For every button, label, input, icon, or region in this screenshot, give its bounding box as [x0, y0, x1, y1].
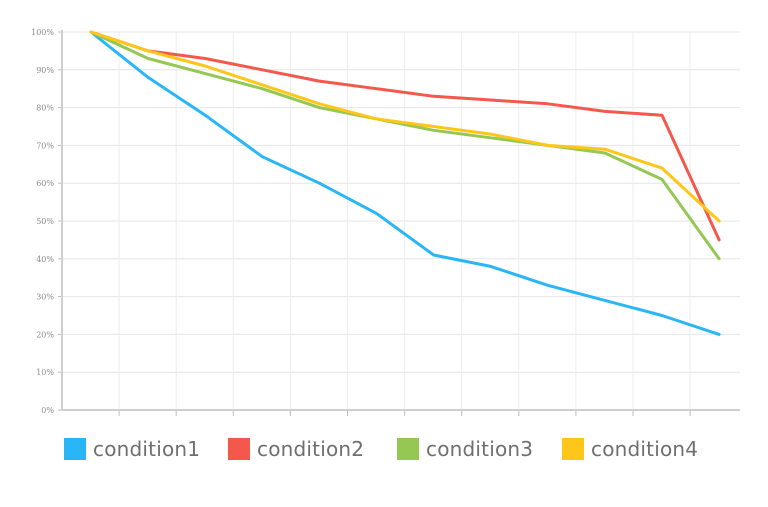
y-tick-label: 30%	[36, 293, 54, 302]
series-line-condition3	[89, 30, 721, 261]
legend-item-condition3[interactable]: condition3	[397, 435, 533, 463]
axes	[58, 30, 740, 416]
legend: condition1 condition2 condition3 conditi…	[0, 435, 768, 463]
series-line-condition1	[89, 30, 721, 336]
series-line-condition2	[89, 30, 721, 242]
legend-label: condition1	[93, 437, 201, 461]
y-tick-label: 80%	[36, 104, 54, 113]
data-series	[89, 30, 721, 336]
legend-item-condition2[interactable]: condition2	[228, 435, 364, 463]
y-tick-label: 90%	[36, 66, 54, 75]
legend-swatch-icon	[397, 438, 419, 460]
legend-label: condition3	[426, 437, 534, 461]
legend-swatch-icon	[562, 438, 584, 460]
y-tick-label: 10%	[36, 368, 54, 377]
y-tick-label: 60%	[36, 179, 54, 188]
y-axis-labels: 0% 10% 20% 30% 40% 50% 60% 70% 80% 90% 100%	[31, 28, 54, 415]
y-tick-label: 0%	[41, 406, 54, 415]
legend-swatch-icon	[64, 438, 86, 460]
y-tick-label: 40%	[36, 255, 54, 264]
y-tick-label: 20%	[36, 330, 54, 339]
y-tick-label: 100%	[31, 28, 54, 37]
series-line-condition4	[89, 30, 721, 223]
y-tick-label: 70%	[36, 141, 54, 150]
legend-label: condition4	[591, 437, 699, 461]
legend-item-condition4[interactable]: condition4	[562, 435, 698, 463]
line-chart: 0% 10% 20% 30% 40% 50% 60% 70% 80% 90% 100%	[31, 28, 740, 416]
legend-swatch-icon	[228, 438, 250, 460]
legend-item-condition1[interactable]: condition1	[64, 435, 200, 463]
legend-label: condition2	[257, 437, 365, 461]
y-tick-label: 50%	[36, 217, 54, 226]
